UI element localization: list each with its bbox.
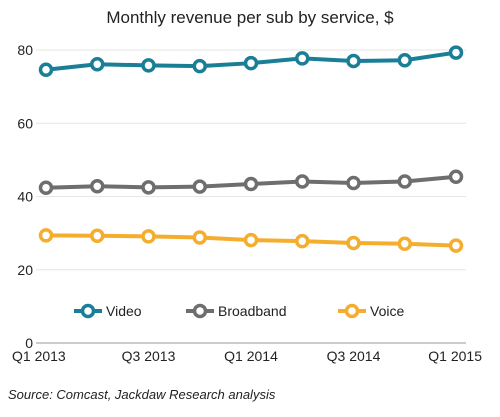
data-point-video (346, 53, 361, 69)
x-tick-label: Q3 2014 (327, 348, 381, 364)
y-tick-label: 20 (17, 262, 33, 278)
x-axis-ticks: Q1 2013 Q3 2013 Q1 2014 Q3 2014 Q1 2015 (12, 348, 482, 364)
data-point-video (90, 57, 105, 72)
data-point-broadband (141, 180, 156, 195)
y-axis-ticks: 0 20 40 60 80 (17, 42, 33, 351)
y-tick-label: 0 (25, 335, 33, 351)
data-point-broadband (38, 180, 54, 195)
legend-label-video: Video (106, 303, 142, 319)
data-point-voice (192, 230, 207, 245)
x-tick-label: Q3 2013 (122, 348, 176, 364)
data-point-voice (397, 236, 412, 251)
y-tick-label: 60 (17, 115, 33, 131)
legend-item-broadband: Broadband (186, 303, 287, 319)
chart-source: Source: Comcast, Jackdaw Research analys… (8, 387, 276, 402)
data-point-voice (141, 229, 156, 244)
series-video (38, 45, 464, 78)
gridlines (36, 49, 466, 344)
data-point-video (243, 55, 259, 71)
legend-item-voice: Voice (338, 303, 404, 319)
legend-label-voice: Voice (370, 303, 404, 319)
data-point-voice (243, 232, 259, 248)
data-point-broadband (243, 176, 259, 192)
legend: Video Broadband Voice (74, 303, 404, 319)
data-point-broadband (90, 178, 105, 194)
y-tick-label: 40 (17, 189, 33, 205)
x-tick-label: Q1 2014 (224, 348, 278, 364)
data-point-voice (90, 228, 105, 243)
data-point-broadband (397, 174, 412, 189)
legend-marker-voice (344, 303, 360, 319)
data-point-voice (38, 228, 54, 243)
data-point-broadband (192, 179, 207, 194)
data-point-video (295, 51, 310, 66)
legend-marker-broadband (192, 303, 208, 319)
x-tick-label: Q1 2013 (12, 348, 66, 364)
data-point-broadband (346, 175, 361, 191)
data-point-video (397, 53, 412, 68)
legend-item-video: Video (74, 303, 142, 319)
x-tick-label: Q1 2015 (428, 348, 482, 364)
data-point-video (448, 45, 464, 60)
series-lines (38, 45, 464, 253)
data-point-voice (295, 233, 310, 249)
y-tick-label: 80 (17, 42, 33, 58)
series-voice (38, 228, 464, 253)
data-point-video (192, 58, 207, 74)
data-point-voice (448, 238, 464, 253)
data-point-video (38, 62, 54, 78)
data-point-video (141, 58, 156, 73)
chart-title: Monthly revenue per sub by service, $ (106, 8, 394, 27)
data-point-broadband (295, 174, 310, 189)
legend-marker-video (80, 303, 96, 319)
legend-label-broadband: Broadband (218, 303, 287, 319)
series-broadband (38, 169, 464, 195)
data-point-broadband (448, 169, 464, 184)
data-point-voice (346, 235, 361, 251)
